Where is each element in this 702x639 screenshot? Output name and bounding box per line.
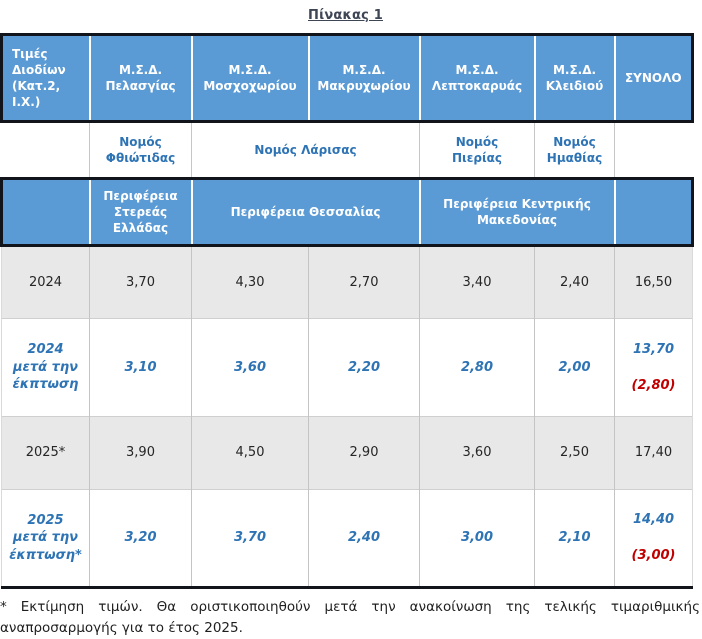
value-cell: 2,90: [308, 416, 420, 490]
value-cell: 3,60: [419, 416, 535, 490]
total-note-red: (3,00): [631, 548, 676, 564]
total-cell: 13,70 (2,80): [614, 318, 693, 417]
footnote: * Εκτίμηση τιμών. Θα οριστικοποιηθούν με…: [0, 597, 700, 639]
value-cell: 2,20: [308, 318, 420, 417]
data-row-2025: 2025* 3,90 4,50 2,90 3,60 2,50 17,40: [1, 416, 693, 490]
prefecture-row: Νομός Φθιώτιδας Νομός Λάρισας Νομός Πιερ…: [1, 121, 693, 179]
data-row-2025-discount: 2025 μετά την έκπτωση* 3,20 3,70 2,40 3,…: [1, 489, 693, 588]
total-cell: 17,40: [614, 416, 693, 490]
toll-prices-table: Τιμές Διοδίων (Κατ.2, Ι.Χ.) Μ.Σ.Δ. Πελασ…: [0, 33, 694, 589]
year-cell: 2025*: [1, 416, 90, 490]
region-cell-empty-left: [0, 178, 90, 246]
total-note-red: (2,80): [631, 377, 676, 393]
value-cell: 3,70: [191, 489, 309, 588]
value-cell: 3,10: [89, 318, 192, 417]
value-cell: 2,50: [534, 416, 615, 490]
value-cell: 4,30: [191, 245, 309, 319]
header-cell-pelasgia: Μ.Σ.Δ. Πελασγίας: [88, 34, 192, 122]
total-cell: 16,50: [614, 245, 693, 319]
footnote-line-1: * Εκτίμηση τιμών. Θα οριστικοποιηθούν με…: [0, 599, 700, 616]
value-cell: 2,00: [534, 318, 615, 417]
value-cell: 3,90: [89, 416, 192, 490]
header-cell-makrychori: Μ.Σ.Δ. Μακρυχωρίου: [307, 34, 420, 122]
header-cell-leptokarya: Μ.Σ.Δ. Λεπτοκαρυάς: [418, 34, 535, 122]
region-row: Περιφέρεια Στερεάς Ελλάδας Περιφέρεια Θε…: [0, 178, 694, 246]
prefecture-cell-larisa: Νομός Λάρισας: [191, 121, 420, 179]
prefecture-cell-empty-left: [1, 121, 90, 179]
document-page: Πίνακας 1 Τιμές Διοδίων (Κατ.2, Ι.Χ.) Μ.…: [0, 8, 702, 639]
region-cell-thessalia: Περιφέρεια Θεσσαλίας: [190, 178, 420, 246]
footnote-line-2: αναπροσαρμογής για το έτος 2025.: [0, 620, 243, 637]
value-cell: 4,50: [191, 416, 309, 490]
year-cell: 2024 μετά την έκπτωση: [1, 318, 90, 417]
value-cell: 2,80: [419, 318, 535, 417]
year-cell: 2024: [1, 245, 90, 319]
value-cell: 3,00: [419, 489, 535, 588]
header-row: Τιμές Διοδίων (Κατ.2, Ι.Χ.) Μ.Σ.Δ. Πελασ…: [0, 34, 694, 122]
prefecture-cell-fthiotida: Νομός Φθιώτιδας: [89, 121, 192, 179]
prefecture-cell-pieria: Νομός Πιερίας: [419, 121, 535, 179]
total-value: 13,70: [632, 341, 675, 357]
value-cell: 2,40: [308, 489, 420, 588]
total-cell: 14,40 (3,00): [614, 489, 693, 588]
prefecture-cell-imathia: Νομός Ημαθίας: [534, 121, 615, 179]
value-cell: 2,70: [308, 245, 420, 319]
value-cell: 2,40: [534, 245, 615, 319]
value-cell: 3,70: [89, 245, 192, 319]
header-cell-toll-category: Τιμές Διοδίων (Κατ.2, Ι.Χ.): [0, 34, 90, 122]
value-cell: 2,10: [534, 489, 615, 588]
value-cell: 3,60: [191, 318, 309, 417]
total-value: 14,40: [632, 512, 675, 528]
header-cell-kleidi: Μ.Σ.Δ. Κλειδιού: [533, 34, 615, 122]
region-cell-sterea-ellada: Περιφέρεια Στερεάς Ελλάδας: [88, 178, 192, 246]
header-cell-moschochori: Μ.Σ.Δ. Μοσχοχωρίου: [190, 34, 309, 122]
region-cell-empty-right: [613, 178, 694, 246]
prefecture-cell-empty-right: [614, 121, 693, 179]
data-row-2024: 2024 3,70 4,30 2,70 3,40 2,40 16,50: [1, 245, 693, 319]
year-cell: 2025 μετά την έκπτωση*: [1, 489, 90, 588]
value-cell: 3,20: [89, 489, 192, 588]
value-cell: 3,40: [419, 245, 535, 319]
header-cell-total: ΣΥΝΟΛΟ: [613, 34, 694, 122]
region-cell-kentriki-makedonia: Περιφέρεια Κεντρικής Μακεδονίας: [418, 178, 615, 246]
data-row-2024-discount: 2024 μετά την έκπτωση 3,10 3,60 2,20 2,8…: [1, 318, 693, 417]
table-title: Πίνακας 1: [308, 8, 383, 23]
